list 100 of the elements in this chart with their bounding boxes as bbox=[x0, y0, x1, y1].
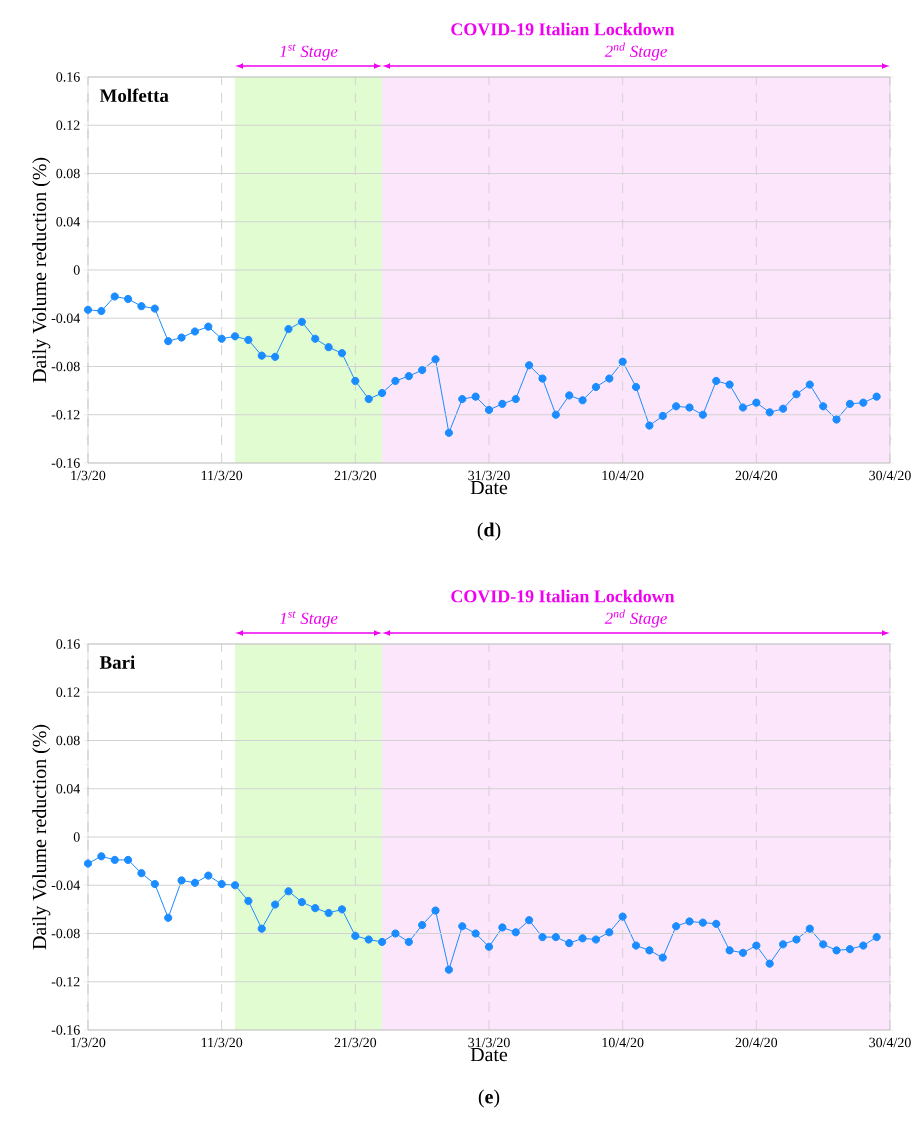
x-tick-label: 1/3/20 bbox=[71, 1037, 106, 1048]
point bbox=[605, 928, 614, 937]
point bbox=[832, 415, 841, 424]
point bbox=[311, 334, 320, 343]
point bbox=[351, 931, 360, 940]
point bbox=[845, 399, 854, 408]
point bbox=[738, 948, 748, 957]
point bbox=[658, 411, 667, 421]
point bbox=[124, 294, 133, 304]
point bbox=[872, 933, 881, 942]
text: (e) bbox=[478, 1089, 500, 1108]
point bbox=[525, 916, 534, 925]
point bbox=[525, 361, 534, 370]
point bbox=[685, 403, 694, 412]
point bbox=[351, 376, 360, 386]
x-tick-label: 10/4/20 bbox=[602, 470, 644, 481]
point bbox=[698, 410, 707, 419]
point bbox=[377, 937, 387, 947]
x-tick-label: 21/3/20 bbox=[334, 470, 377, 481]
point bbox=[324, 343, 333, 352]
point bbox=[672, 922, 681, 931]
point bbox=[631, 382, 641, 392]
x-tick-label: 1/3/20 bbox=[71, 470, 106, 481]
point bbox=[631, 941, 641, 950]
x-tick-label: 20/4/20 bbox=[735, 1037, 778, 1048]
point bbox=[244, 896, 253, 906]
point bbox=[538, 374, 547, 383]
point bbox=[578, 934, 587, 943]
point bbox=[177, 333, 186, 342]
y-tick-label: -0.08 bbox=[51, 361, 80, 372]
point bbox=[725, 946, 734, 955]
point bbox=[217, 334, 226, 343]
point bbox=[297, 317, 306, 326]
point bbox=[538, 933, 547, 942]
point bbox=[150, 879, 159, 889]
point bbox=[217, 879, 226, 889]
point bbox=[190, 327, 200, 336]
y-tick-label: -0.16 bbox=[51, 1025, 80, 1035]
x-axis-title: Date bbox=[470, 481, 508, 495]
y-tick-label: -0.04 bbox=[51, 313, 81, 323]
point bbox=[752, 941, 761, 950]
text: (d) bbox=[477, 522, 501, 541]
y-tick-label: -0.16 bbox=[51, 458, 80, 468]
point bbox=[404, 937, 413, 947]
point bbox=[471, 392, 480, 401]
point bbox=[591, 382, 601, 392]
point bbox=[404, 372, 413, 381]
point bbox=[872, 392, 881, 401]
band-label: 1$^{st}$ Stage bbox=[279, 43, 338, 61]
point bbox=[845, 945, 854, 954]
point bbox=[792, 935, 801, 944]
point bbox=[83, 859, 93, 868]
point bbox=[444, 428, 453, 437]
y-tick-label: -0.08 bbox=[51, 928, 80, 939]
point bbox=[83, 305, 93, 314]
y-axis-title: Daily Volume reduction (%) bbox=[32, 724, 51, 950]
point bbox=[511, 928, 520, 937]
band-label: 2$^{nd}$ Stage bbox=[604, 609, 667, 628]
point bbox=[377, 388, 387, 398]
point bbox=[271, 352, 280, 361]
point bbox=[672, 402, 681, 411]
point bbox=[190, 878, 200, 887]
point bbox=[819, 402, 828, 411]
band-label: 1$^{st}$ Stage bbox=[279, 610, 338, 628]
point bbox=[765, 959, 774, 968]
point bbox=[124, 855, 133, 865]
y-tick-label: -0.12 bbox=[51, 410, 80, 420]
point bbox=[471, 929, 480, 938]
annotation: Bari bbox=[99, 655, 135, 669]
point bbox=[498, 923, 507, 932]
point bbox=[685, 917, 694, 926]
point bbox=[230, 881, 240, 890]
point bbox=[725, 380, 734, 389]
point bbox=[230, 332, 240, 341]
y-tick-label: -0.12 bbox=[51, 977, 80, 987]
point bbox=[244, 335, 253, 345]
y-tick-label: 0.16 bbox=[56, 72, 80, 82]
x-tick-label: 31/3/20 bbox=[468, 470, 510, 481]
point bbox=[832, 946, 841, 955]
point bbox=[164, 913, 173, 922]
point bbox=[418, 366, 427, 375]
x-tick-label: 21/3/20 bbox=[334, 1037, 377, 1048]
x-tick-label: 30/4/20 bbox=[869, 470, 911, 481]
point bbox=[658, 953, 667, 962]
x-tick-label: 11/3/20 bbox=[201, 470, 243, 481]
point bbox=[431, 906, 440, 915]
point bbox=[284, 324, 293, 334]
y-axis-title: Daily Volume reduction (%) bbox=[32, 157, 51, 383]
point bbox=[765, 408, 774, 417]
y-tick-label: 0.12 bbox=[56, 687, 80, 697]
point bbox=[578, 396, 587, 405]
point bbox=[645, 421, 654, 430]
chart-title: COVID-19 Italian Lockdown bbox=[451, 22, 675, 36]
point bbox=[204, 322, 213, 331]
point bbox=[297, 898, 306, 907]
point bbox=[565, 939, 574, 948]
point bbox=[337, 349, 347, 358]
point bbox=[498, 399, 507, 408]
point bbox=[284, 887, 293, 896]
annotation: Molfetta bbox=[99, 88, 169, 103]
